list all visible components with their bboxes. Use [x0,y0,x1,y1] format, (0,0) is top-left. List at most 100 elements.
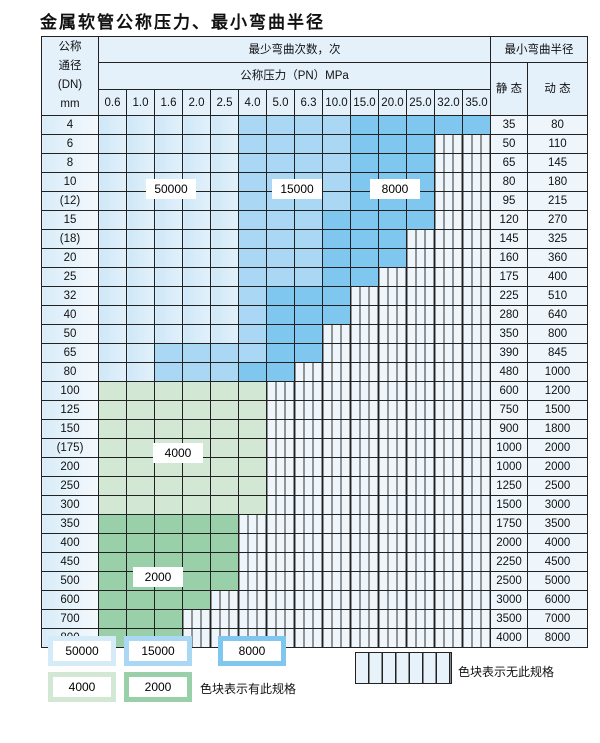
spec-cell [98,286,127,306]
spec-cell [238,457,267,477]
spec-cell [154,362,183,382]
no-spec-cell [434,210,463,230]
no-spec-cell [434,533,463,553]
static-header: 静 态 [490,62,529,116]
spec-cell [266,324,295,344]
spec-cell [406,115,435,135]
no-spec-cell [378,609,407,629]
no-spec-cell [238,552,267,572]
spec-cell [350,115,379,135]
spec-cell [98,134,127,154]
no-spec-cell [461,172,492,192]
no-spec-cell [406,514,435,534]
spec-cell [98,514,127,534]
dn-header: 公称 通径 (DN) mm [41,36,99,116]
dn-header-line: 公称 [58,41,82,53]
spec-cell [238,210,267,230]
no-spec-cell [461,590,492,610]
no-spec-cell [378,628,407,648]
no-spec-cell [378,343,407,363]
static-radius-cell: 95 [490,191,529,211]
spec-cell [238,229,267,249]
spec-cell [154,324,183,344]
legend-2000: 2000 [124,672,192,702]
static-radius-cell: 1250 [490,476,529,496]
static-radius-cell: 175 [490,267,529,287]
legend-8000: 8000 [218,636,286,666]
no-spec-cell [322,362,351,382]
dn-cell: 300 [41,495,99,515]
pressure-col-header: 1.0 [126,89,155,116]
no-spec-cell [322,343,351,363]
spec-cell [126,286,155,306]
spec-cell [126,457,155,477]
no-spec-cell [461,419,492,439]
no-spec-cell [266,419,295,439]
no-spec-cell [378,476,407,496]
no-spec-cell [406,400,435,420]
dynamic-radius-cell: 270 [527,210,589,230]
dynamic-radius-cell: 360 [527,248,589,268]
no-spec-cell [434,400,463,420]
static-radius-cell: 2250 [490,552,529,572]
spec-cell [322,191,351,211]
pressure-col-header: 5.0 [266,89,295,116]
spec-cell [294,286,323,306]
no-spec-cell [434,362,463,382]
no-spec-cell [294,495,323,515]
dynamic-radius-cell: 1800 [527,419,589,439]
no-spec-cell [322,590,351,610]
no-spec-cell [238,514,267,534]
spec-cell [210,286,239,306]
spec-cell [154,229,183,249]
table-row: 200 1000 2000 [41,457,589,477]
no-spec-cell [461,514,492,534]
spec-cell [126,153,155,173]
no-spec-cell [378,381,407,401]
table-row: 4 35 80 [41,115,589,135]
no-spec-cell [461,495,492,515]
static-radius-cell: 120 [490,210,529,230]
dynamic-radius-cell: 640 [527,305,589,325]
spec-cell [126,134,155,154]
spec-cell [126,324,155,344]
spec-cell [98,552,127,572]
spec-cell [154,305,183,325]
no-spec-cell [238,571,267,591]
no-spec-cell [406,267,435,287]
dn-cell: (12) [41,191,99,211]
spec-cell [378,229,407,249]
spec-cell [210,324,239,344]
dynamic-radius-cell: 2500 [527,476,589,496]
spec-cell [238,400,267,420]
spec-cell [238,419,267,439]
spec-cell [98,381,127,401]
spec-cell [154,400,183,420]
legend-label: 8000 [223,641,281,661]
no-spec-cell [434,419,463,439]
dn-cell: 25 [41,267,99,287]
spec-cell [210,552,239,572]
spec-cell [266,134,295,154]
spec-cell [154,419,183,439]
spec-cell [182,343,211,363]
no-spec-cell [294,419,323,439]
spec-cell [182,153,211,173]
no-spec-cell [378,419,407,439]
spec-cell [210,248,239,268]
spec-cell [210,438,239,458]
dn-cell: 80 [41,362,99,382]
no-spec-cell [266,552,295,572]
no-spec-cell [378,590,407,610]
no-spec-cell [434,628,463,648]
no-spec-cell [434,571,463,591]
dn-cell: 50 [41,324,99,344]
no-spec-cell [322,552,351,572]
static-radius-cell: 1000 [490,438,529,458]
spec-cell [322,210,351,230]
no-spec-cell [434,191,463,211]
no-spec-cell [461,628,492,648]
spec-cell [210,571,239,591]
no-spec-cell [378,400,407,420]
dynamic-radius-cell: 6000 [527,590,589,610]
